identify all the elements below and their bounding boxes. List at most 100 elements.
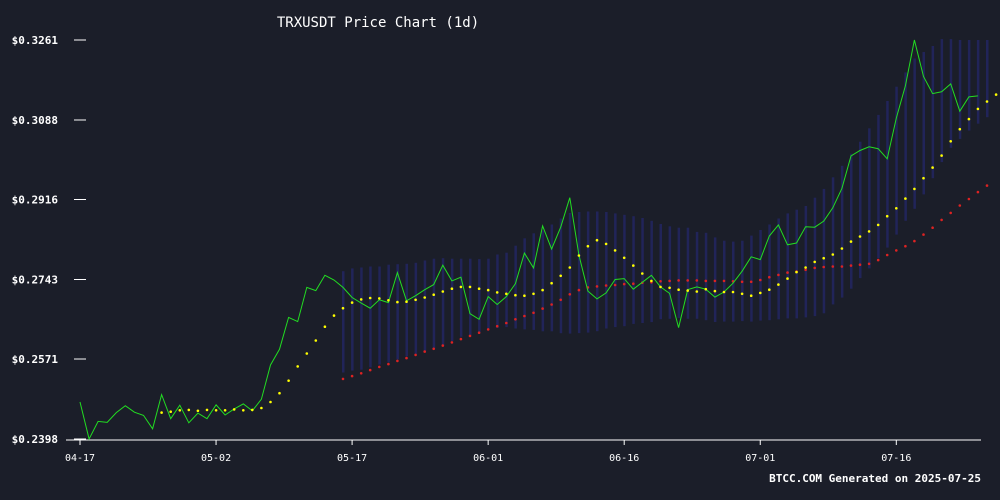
ma-short-point [922,176,925,180]
axes: $0.2398 $0.2571 $0.2743 $0.2916 $0.3088 $0.32… [12,34,981,464]
ma-short-point [486,288,490,292]
band-bar [686,227,690,319]
ma-short-point [659,285,662,289]
ma-short-point [622,256,626,260]
band-bar [768,224,771,321]
ma-long-point [786,271,789,274]
band-bar [487,258,490,329]
ma-long-point [432,347,436,351]
band-bar [432,258,436,349]
ma-long-point [659,280,662,283]
band-bar [577,212,581,334]
ma-short-point [940,154,943,157]
ma-short-point [704,287,708,291]
ma-short-point [577,254,581,257]
ma-short-point [713,289,717,293]
ma-short-point [840,247,844,250]
ma-long-point [895,249,898,252]
ma-short-point [831,253,835,256]
ma-short-point [795,270,798,274]
ma-short-point [423,296,427,299]
band-bar [931,46,935,179]
ma-short-point [414,298,417,302]
ma-long-point [749,280,753,284]
ma-long-point [459,337,463,341]
ma-short-point [359,298,363,301]
ma-short-point [994,93,998,96]
band-bar [795,209,798,319]
ma-long-point [423,350,427,353]
ma-long-point [958,204,962,207]
ma-long-point [904,244,907,248]
ma-short-point [985,100,989,103]
band-bar [378,266,381,365]
ma-short-point [269,400,272,404]
ma-short-point [967,117,971,121]
ma-short-point [885,214,889,218]
ma-long-point [622,282,626,286]
ma-short-point [505,292,508,296]
ma-long-point [341,377,345,381]
band-bar [523,238,526,330]
band-bar [704,232,708,321]
ma-long-point [595,285,599,288]
ma-long-point [477,331,481,335]
band-bar [976,40,980,124]
ma-long-point [885,253,889,257]
ma-short-point [350,301,354,304]
ma-long-point [813,266,816,270]
band-bar [414,262,418,354]
band-bar [351,268,354,371]
ma-short-point [368,296,372,300]
ma-long-point [359,372,363,375]
ma-short-point [559,274,562,278]
ma-short-point [740,292,744,296]
ma-long-point [668,279,671,283]
ma-long-point [378,365,381,369]
ma-short-point [160,411,163,414]
ma-short-point [813,260,816,264]
ma-short-point [396,300,399,304]
ma-long-point [867,262,871,266]
band-bar [505,252,508,328]
band-bar [550,224,554,332]
y-tick-label: $0.3261 [12,34,59,47]
ma-short-point [568,266,572,269]
band-bar [478,259,481,333]
ma-short-point [260,406,263,410]
band-bar [568,212,572,334]
band-bar [641,218,644,323]
ma-short-point [205,408,209,412]
ma-long-point [632,282,635,286]
band-bar [840,165,844,298]
ma-short-point [867,230,871,233]
x-tick-label: 07-01 [745,453,775,464]
band-bar [650,220,653,323]
ma-long-point [541,307,544,310]
ma-short-point [287,379,290,383]
ma-long-point [368,368,372,372]
band-bar [958,40,962,139]
ma-short-point [432,293,436,297]
band-bar [986,40,989,118]
ma-long-point [713,279,717,283]
band-bar [904,72,907,221]
ma-short-point [532,292,535,296]
ma-long-point [450,341,454,344]
ma-short-point [613,249,617,252]
ma-short-point [595,238,599,242]
x-tick-label: 05-02 [201,453,231,464]
ma-short-point [876,223,880,227]
band-bar [450,258,454,341]
band-bar [586,211,590,333]
ma-short-point [223,409,227,412]
chart-footer: BTCC.COM Generated on 2025-07-25 [769,472,981,485]
ma-short-point [341,306,345,310]
ma-short-point [641,272,644,275]
band-bar [405,263,408,357]
ma-short-point [904,197,907,200]
ma-short-point [749,294,753,298]
ma-short-point [858,235,862,238]
ma-long-point [740,280,744,284]
ma-long-point [532,311,535,315]
